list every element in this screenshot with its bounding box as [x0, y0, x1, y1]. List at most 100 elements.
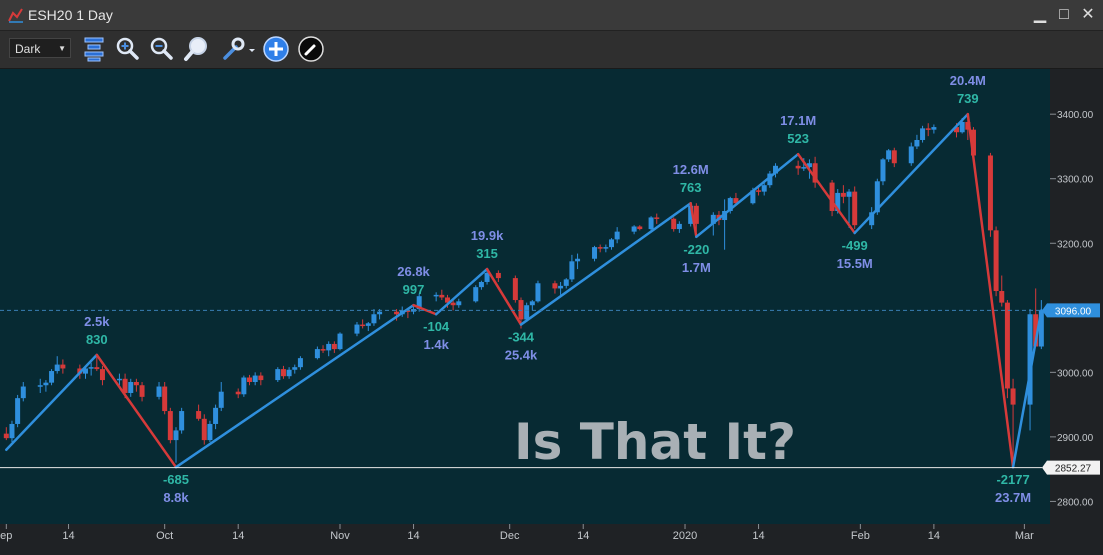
zigzag-label-top: 19.9k: [471, 228, 504, 243]
candle: [891, 147, 897, 168]
x-tick-label: 14: [62, 530, 74, 542]
zoom-out-icon[interactable]: [147, 35, 175, 63]
candle-body: [1033, 314, 1039, 347]
zigzag-segment: [5, 353, 99, 452]
x-tick-label: ep: [0, 530, 12, 542]
draw-pencil-icon[interactable]: [297, 35, 325, 63]
candle: [484, 269, 490, 285]
zigzag-label-bottom: 739: [957, 91, 979, 106]
zigzag-label-bottom: 523: [787, 131, 809, 146]
time-axis: ep 14 Oct 14 Nov 14 Dec 14 2020 14 Feb 14 Mar: [0, 524, 1034, 542]
price-chart[interactable]: 3400.003300.003200.003100.003000.002900.…: [0, 69, 1103, 555]
candle: [456, 298, 462, 308]
candle: [722, 199, 728, 250]
candle-body: [603, 247, 609, 249]
candle-body: [671, 218, 677, 230]
theme-select[interactable]: Dark ▼: [9, 38, 71, 58]
candles: [3, 115, 1044, 468]
candle: [914, 134, 920, 150]
candle-body: [162, 386, 168, 412]
zigzag-segment: [434, 267, 489, 316]
candle-body: [15, 398, 21, 424]
candle-body: [512, 278, 518, 301]
candle: [840, 185, 846, 204]
candle-body: [614, 231, 620, 240]
candle: [812, 156, 818, 188]
candle: [569, 254, 575, 282]
candle: [60, 359, 66, 374]
candle-body: [529, 301, 535, 306]
candle: [535, 280, 541, 303]
candle-body: [179, 411, 185, 431]
candle-body: [750, 190, 756, 204]
maximize-icon[interactable]: □: [1059, 6, 1069, 23]
candle: [133, 378, 139, 392]
candle-body: [959, 121, 965, 133]
candle: [597, 244, 603, 253]
candle-body: [931, 127, 937, 130]
candle-body: [852, 191, 858, 226]
candle: [920, 125, 926, 143]
close-icon[interactable]: ✕: [1081, 6, 1095, 23]
zigzag-segment: [412, 303, 438, 316]
candle: [43, 380, 49, 392]
candle-body: [914, 139, 920, 147]
candle-body: [773, 165, 779, 174]
zigzag-label-bottom: 1.4k: [424, 337, 450, 352]
candle: [575, 253, 581, 270]
candle-body: [99, 369, 105, 381]
candle: [49, 369, 55, 386]
candle-body: [965, 121, 971, 130]
x-tick-label: 14: [928, 530, 940, 542]
candle-body: [360, 324, 366, 327]
candle-body: [444, 297, 450, 303]
candle: [326, 341, 332, 357]
candle-body: [840, 192, 846, 197]
zigzag-segment: [1011, 309, 1043, 469]
candle-body: [880, 159, 886, 182]
candle-body: [320, 349, 326, 351]
candle: [139, 382, 145, 402]
candle-body: [20, 386, 26, 399]
candle-body: [128, 382, 134, 393]
candle-body: [1004, 302, 1010, 389]
candle-body: [835, 192, 841, 211]
candle-body: [43, 382, 49, 386]
candle: [173, 427, 179, 463]
candle: [394, 309, 400, 321]
fit-chart-icon[interactable]: [80, 35, 108, 63]
wrench-tools-icon[interactable]: [220, 35, 256, 63]
add-indicator-icon[interactable]: [262, 35, 290, 63]
candle-body: [597, 247, 603, 249]
zigzag-label-top: 12.6M: [673, 162, 709, 177]
candle: [495, 270, 501, 282]
candle: [614, 227, 620, 244]
candle-body: [987, 155, 993, 231]
theme-select-value: Dark: [15, 42, 41, 56]
zigzag-label-bottom: 315: [476, 246, 498, 261]
candle-body: [326, 343, 332, 351]
candle-body: [874, 181, 880, 213]
candle: [365, 321, 371, 332]
candle: [320, 345, 326, 353]
candle: [886, 149, 892, 162]
candle-body: [608, 239, 614, 248]
chart-app-icon: [8, 8, 23, 23]
candle-body: [433, 294, 439, 297]
last-price-label: 3096.00: [1055, 306, 1092, 317]
candle-body: [806, 163, 812, 168]
candle: [99, 365, 105, 386]
candle-body: [801, 167, 807, 169]
overlay-annotation: Is That It?: [514, 413, 796, 471]
zoom-reset-icon[interactable]: [183, 35, 211, 63]
candle: [252, 372, 258, 386]
zigzag-label-bottom: 997: [403, 282, 425, 297]
zigzag-label-top: -220: [683, 242, 709, 257]
zigzag-segment: [174, 303, 415, 469]
minimize-icon[interactable]: ▁: [1033, 6, 1047, 23]
zoom-in-icon[interactable]: [113, 35, 141, 63]
zigzag-segment: [95, 353, 178, 469]
candle: [869, 207, 875, 230]
candle-body: [722, 210, 728, 221]
zigzag-label-bottom: 23.7M: [995, 490, 1031, 505]
